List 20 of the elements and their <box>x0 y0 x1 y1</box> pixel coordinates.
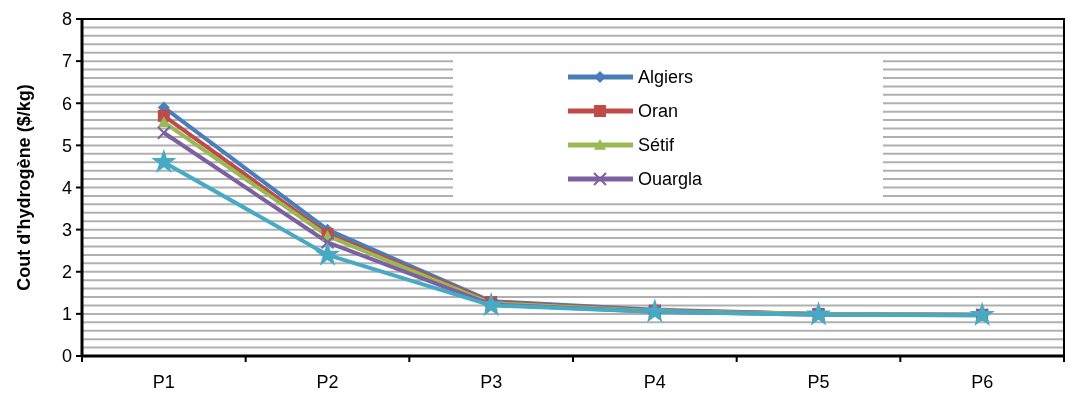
y-tick-label: 4 <box>61 177 72 198</box>
y-tick-label: 6 <box>61 93 72 114</box>
y-tick-label: 3 <box>61 219 72 240</box>
x-tick-label: P2 <box>316 372 339 392</box>
y-tick-label: 2 <box>61 262 72 283</box>
y-tick-label: 5 <box>61 135 72 156</box>
y-tick-label: 1 <box>61 304 72 325</box>
legend-label: Algiers <box>638 67 694 88</box>
legend-label: Oran <box>638 101 679 122</box>
x-tick-label: P1 <box>152 372 175 392</box>
y-tick-label: 0 <box>61 346 72 367</box>
legend-label: Ouargla <box>638 169 704 190</box>
x-tick-label: P6 <box>971 372 994 392</box>
y-tick-label: 8 <box>61 9 72 30</box>
x-tick-label: P4 <box>643 372 666 392</box>
y-axis-title: Cout d'hydrogène ($/kg) <box>14 84 34 291</box>
x-tick-label: P5 <box>807 372 830 392</box>
y-tick-label: 7 <box>61 51 72 72</box>
x-tick-label: P3 <box>480 372 503 392</box>
legend-label: Sétif <box>638 135 676 156</box>
